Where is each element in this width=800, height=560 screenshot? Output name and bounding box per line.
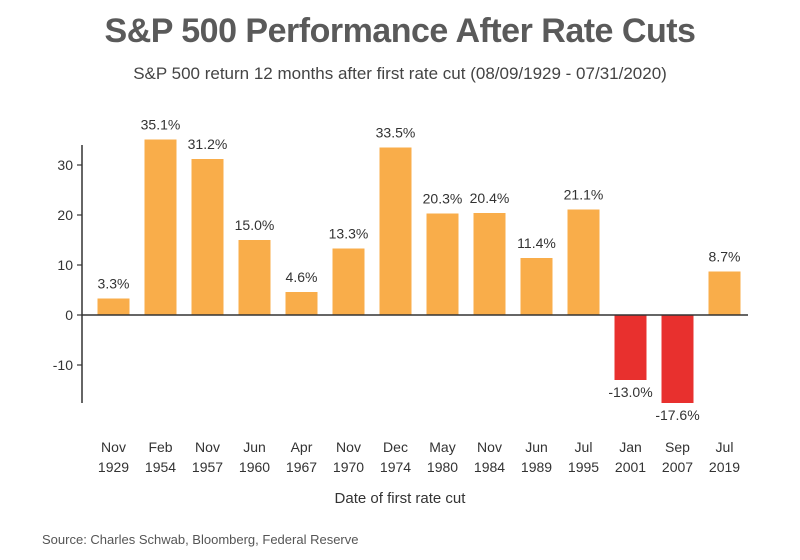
x-tick-label-month: Nov	[477, 439, 502, 455]
x-axis-label: Date of first rate cut	[334, 490, 466, 507]
value-label: 35.1%	[141, 117, 181, 133]
value-label: 13.3%	[329, 226, 369, 242]
x-tick-label-month: Jan	[619, 439, 642, 455]
chart-title: S&P 500 Performance After Rate Cuts	[104, 12, 696, 50]
x-tick-label-month: Nov	[101, 439, 126, 455]
x-tick-label-month: Apr	[291, 439, 313, 455]
x-tick-label-year: 1995	[568, 459, 599, 475]
y-tick-label: 30	[57, 157, 73, 173]
bar-nov-1970	[332, 248, 365, 315]
x-tick-label-year: 1967	[286, 459, 317, 475]
bar-nov-1957	[191, 159, 224, 315]
bar-nov-1984	[473, 213, 506, 315]
value-label: 20.3%	[423, 191, 463, 207]
bar-chart: 3.3% 35.1% 31.2% 15.0% 4.6% 13.3% 33.5% 20.3% 20…	[53, 117, 748, 475]
value-label: 20.4%	[470, 190, 510, 206]
y-tick-label: 0	[65, 307, 73, 323]
x-tick-label-year: 1974	[380, 459, 411, 475]
value-label: 21.1%	[564, 187, 604, 203]
value-label: 11.4%	[517, 235, 556, 251]
bar-jun-1989	[520, 258, 553, 315]
bar-nov-1929	[97, 298, 130, 315]
x-tick-label-year: 2007	[662, 459, 693, 475]
value-label: -17.6%	[655, 407, 699, 423]
x-tick-label-month: Jun	[525, 439, 548, 455]
value-label: 8.7%	[709, 249, 741, 265]
bar-apr-1967	[285, 292, 318, 315]
y-tick-label: 10	[57, 257, 73, 273]
value-label: -13.0%	[608, 384, 652, 400]
x-tick-label-year: 1954	[145, 459, 176, 475]
x-tick-label-year: 1970	[333, 459, 364, 475]
value-label: 3.3%	[98, 276, 130, 292]
y-tick-label: 20	[57, 207, 73, 223]
x-tick-label-year: 2019	[709, 459, 740, 475]
x-tick-label-month: Nov	[195, 439, 220, 455]
value-label: 33.5%	[376, 125, 416, 141]
bar-jan-2001	[614, 315, 647, 380]
bar-may-1980	[426, 213, 459, 315]
x-tick-label-year: 1957	[192, 459, 223, 475]
x-tick-label-month: Sep	[665, 439, 690, 455]
x-tick-label-month: Dec	[383, 439, 408, 455]
x-tick-label-month: Jul	[575, 439, 593, 455]
bar-jul-2019	[708, 271, 741, 315]
bar-jul-1995	[567, 209, 600, 315]
value-label: 15.0%	[235, 217, 275, 233]
x-tick-label-year: 1989	[521, 459, 552, 475]
x-tick-label-year: 2001	[615, 459, 646, 475]
x-tick-label-year: 1984	[474, 459, 505, 475]
x-tick-label-month: May	[429, 439, 455, 455]
value-labels-group: 3.3% 35.1% 31.2% 15.0% 4.6% 13.3% 33.5% 20.3% 20…	[98, 117, 741, 424]
x-tick-label-month: Feb	[148, 439, 172, 455]
bars-group	[97, 139, 741, 403]
bar-jun-1960	[238, 240, 271, 315]
source-note: Source: Charles Schwab, Bloomberg, Feder…	[42, 532, 359, 547]
y-tick-label: -10	[53, 357, 73, 373]
bar-sep-2007	[661, 315, 694, 403]
x-tick-label-year: 1960	[239, 459, 270, 475]
value-label: 4.6%	[286, 269, 318, 285]
x-tick-label-year: 1929	[98, 459, 129, 475]
bar-feb-1954	[144, 139, 177, 315]
x-tick-labels-group: Nov 1929 Feb 1954 Nov 1957 Jun 1960 Apr 1967 Nov 19…	[98, 439, 740, 475]
value-label: 31.2%	[188, 136, 228, 152]
x-tick-label-month: Jul	[716, 439, 734, 455]
chart-subtitle: S&P 500 return 12 months after first rat…	[133, 64, 667, 83]
x-tick-label-month: Nov	[336, 439, 361, 455]
bar-dec-1974	[379, 147, 412, 315]
x-tick-label-month: Jun	[243, 439, 266, 455]
x-tick-label-year: 1980	[427, 459, 458, 475]
axes-group: -10 0 10 20 30	[53, 145, 748, 403]
